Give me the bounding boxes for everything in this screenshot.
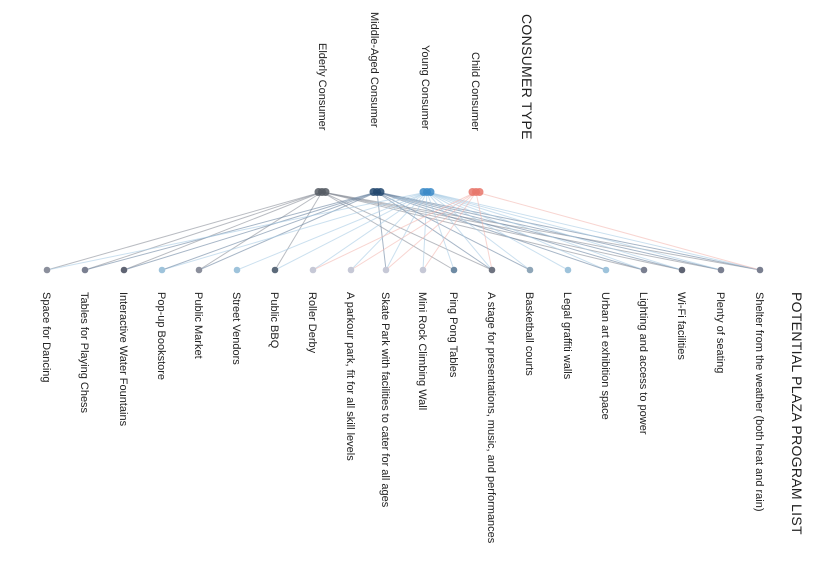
consumer-node-middle xyxy=(376,188,385,196)
program-label: A stage for presentations, music, and pe… xyxy=(485,292,497,544)
link-young xyxy=(426,191,683,271)
link-young xyxy=(350,191,428,271)
program-node xyxy=(158,266,166,274)
program-list-title: POTENTIAL PLAZA PROGRAM LIST xyxy=(789,292,805,535)
link-young xyxy=(426,191,455,271)
link-middle xyxy=(84,191,378,271)
program-node xyxy=(450,266,458,274)
link-child xyxy=(475,191,761,271)
link-elderly xyxy=(198,191,323,271)
link-elderly xyxy=(274,191,323,271)
link-child xyxy=(350,191,477,271)
program-label: A parkour park, fit for all skill levels xyxy=(344,292,356,461)
program-node xyxy=(488,266,496,274)
link-young xyxy=(426,191,645,271)
link-young xyxy=(236,191,428,271)
program-node xyxy=(271,266,279,274)
program-label: Tables for Playing Chess xyxy=(78,292,90,414)
consumer-label-elderly: Elderly Consumer xyxy=(316,43,328,131)
program-label: Space for Dancing xyxy=(40,292,52,383)
consumer-type-title: CONSUMER TYPE xyxy=(519,14,535,140)
link-child xyxy=(312,191,477,271)
program-node xyxy=(678,266,686,274)
consumer-node-elderly xyxy=(321,188,330,196)
link-young xyxy=(426,191,722,271)
link-middle xyxy=(376,191,607,271)
program-label: Roller Derby xyxy=(306,292,318,354)
link-young xyxy=(161,191,428,271)
program-label: Skate Park with facilities to cater for … xyxy=(379,292,391,508)
link-young xyxy=(312,191,428,271)
link-elderly xyxy=(321,191,683,271)
consumer-label-child: Child Consumer xyxy=(469,52,481,131)
program-label: Interactive Water Fountains xyxy=(117,292,129,427)
consumer-label-young: Young Consumer xyxy=(419,45,431,130)
program-node xyxy=(382,266,390,274)
consumer-node-young xyxy=(426,188,435,196)
connection-links xyxy=(46,191,761,271)
link-young xyxy=(426,191,493,271)
link-elderly xyxy=(321,191,722,271)
link-elderly xyxy=(84,191,323,271)
program-nodes xyxy=(43,266,764,274)
link-middle xyxy=(198,191,378,271)
program-node xyxy=(602,266,610,274)
program-label: Pop-up Bookstore xyxy=(155,292,167,380)
link-middle xyxy=(123,191,378,271)
program-label: Legal graffiti walls xyxy=(561,292,573,380)
program-node xyxy=(419,266,427,274)
program-label: Public Market xyxy=(192,292,204,359)
consumer-node-child xyxy=(475,188,484,196)
link-child xyxy=(385,191,477,271)
link-elderly xyxy=(123,191,323,271)
program-node xyxy=(526,266,534,274)
link-middle xyxy=(161,191,378,271)
program-label: Shelter from the weather (both heat and … xyxy=(753,292,765,512)
consumer-label-middle: Middle-Aged Consumer xyxy=(368,12,380,128)
link-young xyxy=(426,191,607,271)
link-young xyxy=(274,191,428,271)
link-middle xyxy=(376,191,761,271)
program-label: Basketball courts xyxy=(523,292,535,376)
link-young xyxy=(385,191,428,271)
program-label: Mini Rock Climbing Wall xyxy=(416,292,428,410)
program-node xyxy=(309,266,317,274)
program-node xyxy=(640,266,648,274)
program-label: Wi-Fi facilities xyxy=(675,292,687,360)
link-elderly xyxy=(321,191,645,271)
program-label: Plenty of seating xyxy=(714,292,726,373)
program-node xyxy=(81,266,89,274)
program-label: Lighting and access to power xyxy=(637,292,649,435)
program-node xyxy=(120,266,128,274)
program-node xyxy=(43,266,51,274)
program-label: Urban art exhibition space xyxy=(599,292,611,420)
link-middle xyxy=(376,191,645,271)
link-young xyxy=(426,191,761,271)
link-middle xyxy=(376,191,722,271)
link-child xyxy=(475,191,493,271)
link-young xyxy=(422,191,428,271)
program-label: Ping Pong Tables xyxy=(447,292,459,378)
program-labels: Shelter from the weather (both heat and … xyxy=(40,292,765,544)
link-young xyxy=(426,191,531,271)
program-label: Street Vendors xyxy=(230,292,242,365)
program-node xyxy=(717,266,725,274)
link-child xyxy=(422,191,477,271)
link-middle xyxy=(376,191,387,271)
program-node xyxy=(347,266,355,274)
link-young xyxy=(426,191,569,271)
link-middle xyxy=(376,191,683,271)
program-node xyxy=(564,266,572,274)
program-node xyxy=(195,266,203,274)
link-young xyxy=(46,191,428,271)
link-elderly xyxy=(46,191,323,271)
program-node xyxy=(233,266,241,274)
program-node xyxy=(756,266,764,274)
program-label: Public BBQ xyxy=(268,292,280,349)
consumer-nodes xyxy=(314,188,484,196)
